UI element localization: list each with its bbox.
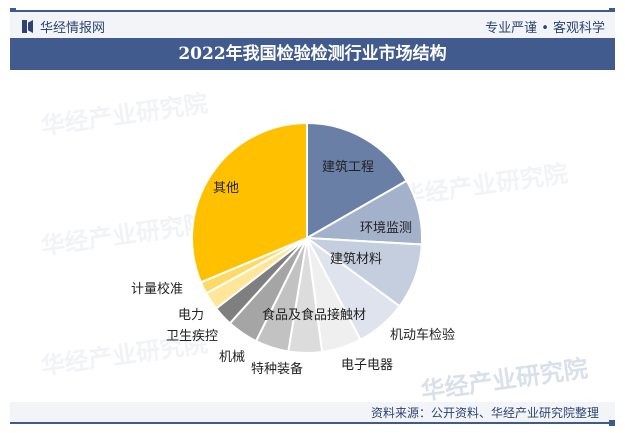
slice-label: 特种装备 <box>251 362 304 377</box>
slice-label: 机动车检验 <box>390 328 456 343</box>
brand: 华经情报网 <box>22 17 105 36</box>
slice-label: 食品及食品接触材 <box>262 308 367 323</box>
brand-name: 华经情报网 <box>40 21 106 36</box>
book-icon <box>22 20 34 33</box>
pie-chart: 建筑工程 环境监测 建筑材料 机动车检验 电子电器 食品及食品接触材 特种装备 … <box>0 70 625 400</box>
footer-bar: 资料来源：公开资料、华经产业研究院整理 <box>10 402 615 422</box>
slice-label: 卫生疾控 <box>166 329 219 344</box>
slice-label: 电力 <box>178 308 205 323</box>
bottom-border <box>10 420 615 426</box>
pie-svg <box>191 121 423 354</box>
pie-slice <box>191 121 308 284</box>
top-border <box>10 8 615 14</box>
chart-title: 2022年我国检验检测行业市场结构 <box>10 38 615 70</box>
pie-slice <box>306 121 409 240</box>
slice-label: 计量校准 <box>131 282 184 297</box>
slice-label: 建筑材料 <box>330 252 383 267</box>
header-bar: 华经情报网 专业严谨 • 客观科学 <box>10 12 615 38</box>
source-note: 资料来源：公开资料、华经产业研究院整理 <box>370 406 599 420</box>
slice-label: 电子电器 <box>341 358 394 373</box>
slice-label: 环境监测 <box>360 221 413 236</box>
slogan: 专业严谨 • 客观科学 <box>485 21 605 36</box>
slice-label: 其他 <box>213 181 240 196</box>
slice-label: 机械 <box>219 350 246 365</box>
slice-label: 建筑工程 <box>322 160 375 175</box>
